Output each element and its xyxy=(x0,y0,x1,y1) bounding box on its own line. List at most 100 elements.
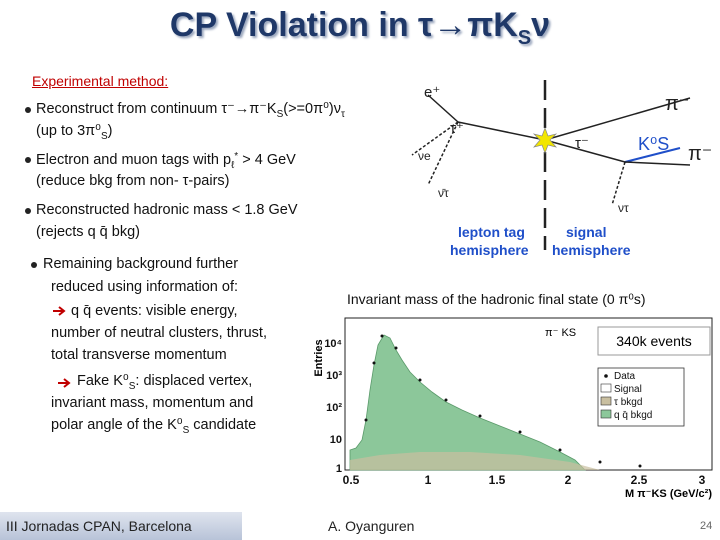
particle-label: e⁺ xyxy=(424,84,440,101)
text: Electron and muon tags with p xyxy=(36,152,232,168)
text: candidate xyxy=(189,417,257,433)
x-axis-label: M π⁻KS (GeV/c²) xyxy=(625,488,712,500)
x-tick-labels: 0.5 1 1.5 2 2.5 3 xyxy=(343,473,706,487)
text: number of neutral clusters, thrust, xyxy=(51,325,267,341)
text-line: Reconstructed hadronic mass < 1.8 GeV xyxy=(36,202,298,218)
text-line: (up to 3π⁰S) xyxy=(36,123,113,142)
superscript: * xyxy=(234,151,239,162)
text: (>=0π⁰)ν xyxy=(283,101,341,117)
text: ) xyxy=(107,123,113,139)
text-line: invariant mass, momentum and xyxy=(51,395,253,411)
data-point xyxy=(394,346,398,350)
data-points xyxy=(364,334,642,468)
e-plus-track xyxy=(427,94,459,123)
data-point xyxy=(364,418,368,422)
legend-entry: Signal xyxy=(614,384,642,395)
slide-title: CP Violation in τ→πKSν xyxy=(0,6,720,50)
ks-track xyxy=(624,147,681,163)
hemisphere-label: hemisphere xyxy=(552,242,631,258)
bullet xyxy=(25,107,31,113)
legend-swatch xyxy=(600,396,612,406)
legend-marker xyxy=(604,374,608,378)
title-sub: S xyxy=(517,27,532,49)
data-point xyxy=(558,448,562,452)
subscript: τ xyxy=(340,109,345,120)
nu-e-track xyxy=(411,121,459,156)
events-box xyxy=(597,326,711,356)
legend-entry: Data xyxy=(614,371,636,382)
text-line: total transverse momentum xyxy=(51,347,227,363)
text-line: q q̄ events: visible energy, xyxy=(71,303,238,319)
plot-title: Invariant mass of the hadronic final sta… xyxy=(347,291,646,307)
text: : displaced vertex, xyxy=(135,373,253,389)
footer-conference: III Jornadas CPAN, Barcelona xyxy=(6,518,192,534)
legend-box xyxy=(597,367,685,427)
data-point xyxy=(518,430,522,434)
title-text: CP Violation in τ→πK xyxy=(169,6,518,44)
tau-plus-track xyxy=(457,121,546,141)
event-diagram xyxy=(411,80,691,250)
y-tick-labels: 10⁴ 10³ 10² 10 1 xyxy=(324,338,342,475)
text: q q̄ events: visible energy, xyxy=(71,303,238,319)
page-number: 24 xyxy=(700,520,713,532)
legend-swatch xyxy=(600,383,612,393)
legend-swatch xyxy=(600,409,612,419)
title-text: ν xyxy=(531,6,551,44)
data-point xyxy=(478,414,482,418)
bullet xyxy=(25,157,31,163)
legend-entry: τ bkgd xyxy=(614,397,642,408)
particle-label: ντ xyxy=(618,201,629,215)
nu-tau-track xyxy=(611,161,626,206)
text: polar angle of the K⁰ xyxy=(51,417,183,433)
y-tick-label: 10 xyxy=(330,434,342,446)
data-point xyxy=(380,334,384,338)
y-tick-label: 10² xyxy=(326,402,342,414)
arrow-icon xyxy=(53,306,66,316)
bullet xyxy=(25,208,31,214)
text-line: Fake K⁰S: displaced vertex, xyxy=(77,373,252,392)
particle-label: π⁻ xyxy=(665,93,689,115)
particle-label: τ⁻ xyxy=(575,135,589,152)
footer-author: A. Oyanguren xyxy=(328,518,415,534)
x-tick-label: 2 xyxy=(565,473,572,487)
text-line: number of neutral clusters, thrust, xyxy=(51,325,267,341)
events-label: 340k events xyxy=(616,333,692,349)
text-line: (reduce bkg from non- τ-pairs) xyxy=(36,173,230,189)
diagram-labels: e⁺ τ⁺ νe ν̄τ π⁻ τ⁻ K⁰S π⁻ ντ xyxy=(418,84,712,215)
data-point xyxy=(418,378,422,382)
particle-label: K⁰S xyxy=(638,134,669,154)
legend: Data Signal τ bkgd q q̄ bkgd xyxy=(600,371,652,421)
y-tick-label: 1 xyxy=(336,463,342,475)
legend-entry: q q̄ bkgd xyxy=(614,410,652,421)
signal-histogram xyxy=(349,334,586,471)
text: > 4 GeV xyxy=(238,152,296,168)
nubar-tau-track xyxy=(427,121,459,186)
pi-track xyxy=(624,161,691,166)
subscript: S xyxy=(276,109,284,120)
data-point xyxy=(444,398,448,402)
text: Reconstructed hadronic mass < 1.8 GeV xyxy=(36,202,298,218)
subscript: S xyxy=(101,131,108,142)
y-axis-label: Entries xyxy=(313,339,325,376)
hemisphere-label: lepton tag xyxy=(458,224,525,240)
text-line: polar angle of the K⁰S candidate xyxy=(51,417,256,436)
data-point xyxy=(598,460,602,464)
channel-label: π⁻ KS xyxy=(545,327,576,339)
x-tick-label: 1 xyxy=(425,473,432,487)
text: invariant mass, momentum and xyxy=(51,395,254,411)
bullet xyxy=(31,262,37,268)
y-tick-label: 10³ xyxy=(326,370,342,382)
text: Reconstruct from continuum τ⁻→π⁻K xyxy=(36,101,277,117)
text: (up to 3π⁰ xyxy=(36,123,101,139)
data-point xyxy=(638,464,642,468)
x-tick-label: 0.5 xyxy=(343,473,360,487)
arrow-icon xyxy=(58,378,71,388)
text: (reduce bkg from non- τ-pairs) xyxy=(36,173,230,189)
data-point xyxy=(372,361,376,365)
text: total transverse momentum xyxy=(51,347,227,363)
method-heading: Experimental method: xyxy=(32,73,169,89)
subscript: S xyxy=(128,381,136,392)
y-tick-label: 10⁴ xyxy=(324,338,342,350)
background-histogram xyxy=(350,452,600,470)
